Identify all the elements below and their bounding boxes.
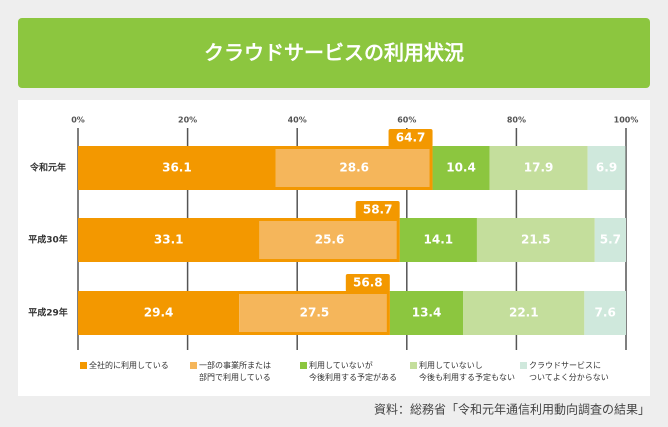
legend-label: 利用していないし 今後も利用する予定もない (419, 361, 515, 382)
value-label: 13.4 (412, 306, 442, 320)
total-badge (345, 274, 390, 292)
legend-item: 一部の事業所または 部門で利用している (190, 360, 271, 384)
total-label: 58.7 (363, 203, 393, 217)
value-label: 25.6 (315, 233, 345, 247)
source: 資料：総務省「令和元年通信利用動向調査の結果」 (374, 402, 650, 417)
value-label: 10.4 (446, 161, 476, 175)
bar-segment (78, 291, 240, 335)
value-label: 36.1 (162, 161, 192, 175)
x-tick-label: 60% (397, 116, 416, 125)
legend-item: 利用していないが 今後利用する予定がある (300, 360, 397, 384)
legend-swatch (80, 362, 87, 369)
total-outline (78, 218, 400, 262)
bar-segment (584, 291, 626, 335)
x-tick-label: 100% (614, 116, 639, 125)
x-tick-label: 40% (288, 116, 307, 125)
value-label: 6.9 (596, 161, 617, 175)
value-label: 7.6 (595, 306, 616, 320)
total-badge (355, 201, 400, 219)
value-label: 21.5 (521, 233, 551, 247)
legend-swatch (410, 362, 417, 369)
value-label: 27.5 (300, 306, 330, 320)
y-tick-label: 令和元年 (29, 162, 66, 174)
legend-label: クラウドサービスに ついてよく分からない (529, 361, 609, 382)
x-tick-label: 20% (178, 116, 197, 125)
bar-segment (594, 218, 626, 262)
total-label: 64.7 (396, 131, 426, 145)
legend-item: 利用していないし 今後も利用する予定もない (410, 360, 515, 384)
value-label: 28.6 (339, 161, 369, 175)
legend-label: 利用していないが 今後利用する予定がある (309, 361, 397, 382)
legend-label: 全社的に利用している (89, 361, 169, 370)
x-tick-label: 80% (507, 116, 526, 125)
title-banner (18, 18, 650, 88)
bar-segment (78, 146, 276, 190)
bar-segment (587, 146, 626, 190)
value-label: 29.4 (144, 306, 174, 320)
bar-segment (78, 218, 260, 262)
legend-item: 全社的に利用している (80, 360, 169, 372)
chart-title: クラウドサービスの利用状況 (204, 41, 464, 65)
bar-segment (399, 218, 477, 262)
bar-segment (259, 218, 400, 262)
total-outline (78, 291, 390, 335)
bar-segment (432, 146, 490, 190)
bar-segment (476, 218, 595, 262)
legend-swatch (520, 362, 527, 369)
value-label: 5.7 (600, 233, 621, 247)
value-label: 14.1 (424, 233, 454, 247)
y-tick-label: 平成30年 (28, 234, 68, 246)
total-badge (388, 129, 433, 147)
legend-item: クラウドサービスに ついてよく分からない (520, 360, 609, 384)
legend-swatch (190, 362, 197, 369)
bar-segment (275, 146, 433, 190)
value-label: 22.1 (509, 306, 539, 320)
value-label: 17.9 (524, 161, 554, 175)
value-label: 33.1 (154, 233, 184, 247)
legend-label: 一部の事業所または 部門で利用している (199, 361, 271, 382)
total-label: 56.8 (353, 276, 383, 290)
bar-segment (239, 291, 390, 335)
bar-segment (389, 291, 464, 335)
legend-swatch (300, 362, 307, 369)
x-tick-label: 0% (71, 116, 85, 125)
bar-segment (489, 146, 588, 190)
y-tick-label: 平成29年 (28, 307, 68, 319)
bar-segment (463, 291, 585, 335)
total-outline (78, 146, 433, 190)
